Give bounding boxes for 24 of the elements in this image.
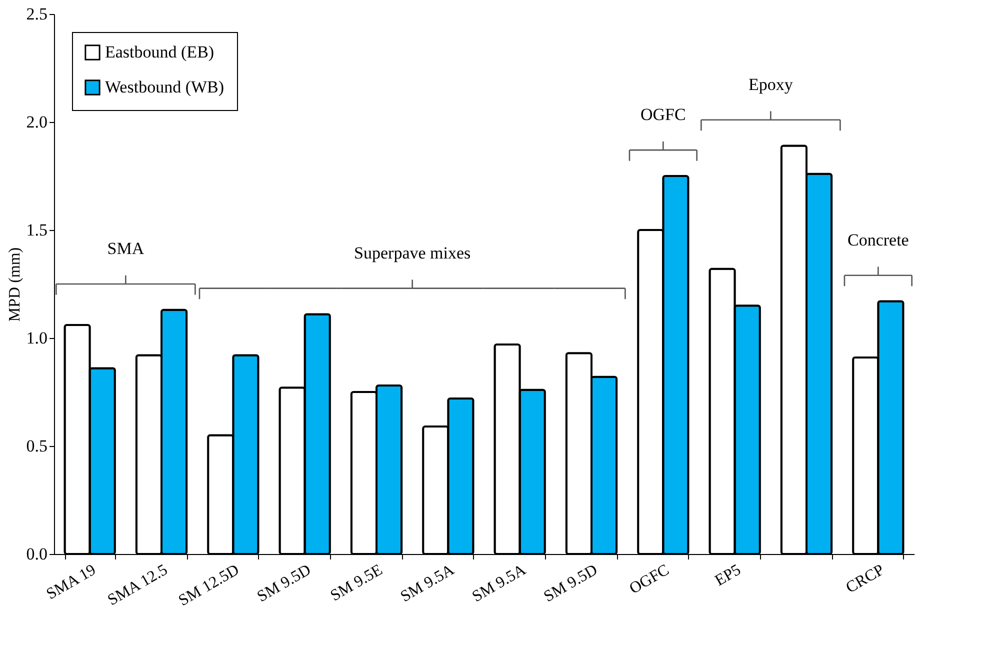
- y-tick-label: 2.5: [26, 4, 48, 24]
- y-tick-label: 1.0: [26, 328, 48, 348]
- x-tick-label: SM 9.5A: [470, 561, 530, 606]
- annotation: Epoxy: [748, 74, 794, 94]
- y-tick-label: 1.5: [26, 220, 48, 240]
- y-tick-label: 0.5: [26, 436, 48, 456]
- annotation: Concrete: [847, 230, 909, 250]
- annotation: OGFC: [640, 105, 686, 124]
- y-tick-label: 0.0: [26, 544, 48, 564]
- x-tick-label: SM 12.5D: [176, 562, 242, 610]
- annotation: Superpave mixes: [354, 243, 471, 262]
- x-tick-label: EP5: [712, 562, 744, 590]
- x-tick-label: SM 9.5D: [254, 562, 314, 606]
- x-tick-label: SM 9.5D: [541, 562, 600, 606]
- y-tick-label: 2.0: [26, 112, 48, 132]
- x-tick-label: SM 9.5E: [328, 562, 386, 605]
- legend-label: Eastbound (EB): [105, 42, 214, 62]
- x-tick-label: SMA 19: [44, 562, 99, 604]
- y-axis-title: MPD (mm): [6, 247, 24, 322]
- legend-label: Westbound (WB): [105, 78, 224, 96]
- x-tick-label: CRCP: [843, 561, 888, 597]
- x-tick-label: SMA 12.5: [105, 562, 170, 610]
- x-tick-label: SM 9.5A: [398, 561, 458, 606]
- annotation: SMA: [107, 239, 145, 258]
